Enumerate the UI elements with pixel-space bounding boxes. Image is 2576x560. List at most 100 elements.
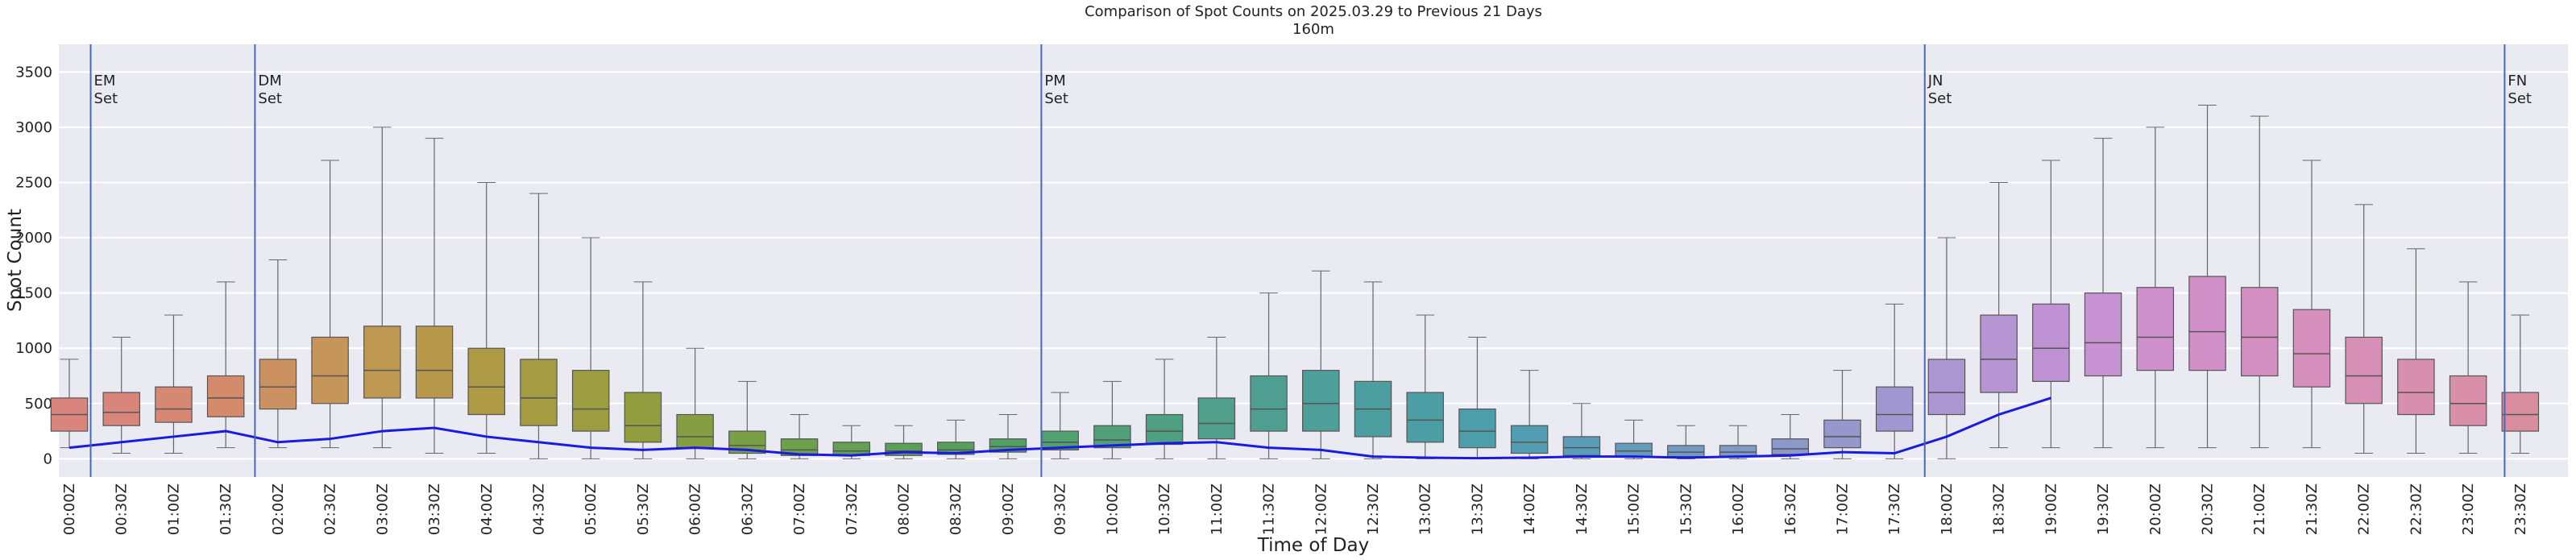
box: [1875, 386, 1914, 432]
box: [2084, 292, 2122, 377]
box: [1406, 392, 1444, 443]
x-tick-label: 22:00Z: [2356, 483, 2373, 535]
x-tick-label: 10:30Z: [1156, 483, 1173, 535]
annotation-label: DM: [258, 73, 281, 89]
box: [2501, 392, 2540, 432]
x-tick-label: 12:00Z: [1313, 483, 1329, 535]
x-tick-label: 07:00Z: [791, 483, 808, 535]
x-tick-label: 13:00Z: [1417, 483, 1434, 535]
box: [102, 392, 140, 426]
annotation-label: JN: [1927, 73, 1943, 89]
box: [1615, 442, 1653, 458]
y-tick-label: 3000: [15, 119, 52, 136]
x-tick-label: 04:00Z: [479, 483, 496, 535]
box: [676, 413, 714, 449]
y-axis-label: Spot Count: [5, 209, 26, 312]
annotation-label: FN: [2508, 73, 2527, 89]
x-tick-label: 20:00Z: [2147, 483, 2164, 535]
box: [571, 370, 610, 432]
box: [1667, 445, 1705, 458]
box: [2032, 303, 2070, 382]
box: [1458, 409, 1496, 449]
x-tick-label: 04:30Z: [530, 483, 547, 535]
y-tick-label: 1000: [15, 340, 52, 357]
annotation-label: Set: [258, 90, 282, 107]
x-tick-label: 08:00Z: [896, 483, 913, 535]
x-tick-label: 14:30Z: [1574, 483, 1591, 535]
x-tick-label: 08:30Z: [948, 483, 964, 535]
x-tick-label: 19:00Z: [2043, 483, 2060, 535]
annotation-label: EM: [94, 73, 116, 89]
box: [624, 392, 662, 443]
x-tick-label: 16:30Z: [1782, 483, 1799, 535]
x-tick-label: 07:30Z: [844, 483, 861, 535]
box: [1093, 425, 1131, 449]
box: [1302, 370, 1340, 432]
x-tick-label: 23:00Z: [2460, 483, 2477, 535]
x-tick-label: 00:30Z: [114, 483, 131, 535]
x-tick-label: 20:30Z: [2200, 483, 2217, 535]
box: [2240, 287, 2279, 377]
x-tick-label: 06:30Z: [739, 483, 756, 535]
x-tick-label: 03:30Z: [426, 483, 443, 535]
box: [2136, 287, 2175, 371]
x-tick-label: 05:30Z: [635, 483, 652, 535]
y-tick-label: 2000: [15, 230, 52, 247]
annotation-label: Set: [2508, 90, 2532, 107]
box: [1562, 436, 1601, 456]
x-tick-label: 21:00Z: [2251, 483, 2268, 535]
x-tick-label: 17:00Z: [1834, 483, 1851, 535]
x-tick-label: 09:30Z: [1052, 483, 1069, 535]
x-tick-label: 02:00Z: [270, 483, 287, 535]
y-tick-label: 2500: [15, 174, 52, 191]
box: [1250, 375, 1288, 432]
x-tick-label: 05:00Z: [583, 483, 599, 535]
box: [2397, 359, 2435, 416]
x-tick-label: 02:30Z: [322, 483, 339, 535]
box: [467, 347, 506, 416]
x-tick-label: 11:00Z: [1209, 483, 1226, 535]
box: [259, 359, 297, 410]
x-tick-label: 16:00Z: [1730, 483, 1747, 535]
box: [206, 375, 245, 417]
y-tick-label: 0: [44, 450, 52, 467]
box: [1510, 425, 1549, 454]
annotation-label: Set: [1044, 90, 1068, 107]
x-tick-label: 01:00Z: [165, 483, 182, 535]
x-tick-label: 01:30Z: [218, 483, 234, 535]
x-tick-label: 23:30Z: [2512, 483, 2529, 535]
annotation-label: Set: [94, 90, 118, 107]
x-tick-label: 21:30Z: [2304, 483, 2321, 535]
box: [311, 336, 349, 404]
x-tick-label: 14:00Z: [1521, 483, 1538, 535]
x-tick-label: 11:30Z: [1261, 483, 1278, 535]
annotation-label: PM: [1044, 73, 1065, 89]
box: [155, 386, 193, 423]
y-tick-label: 3500: [15, 64, 52, 81]
box: [520, 359, 558, 426]
box: [2449, 375, 2487, 426]
y-tick-label: 1500: [15, 285, 52, 302]
box: [2188, 276, 2226, 371]
box: [415, 326, 454, 399]
x-tick-label: 12:30Z: [1365, 483, 1382, 535]
box: [363, 326, 401, 399]
box: [1771, 438, 1810, 455]
box: [1197, 397, 1236, 440]
x-tick-label: 09:00Z: [1000, 483, 1017, 535]
x-tick-label: 13:30Z: [1469, 483, 1486, 535]
box: [1980, 314, 2018, 393]
x-tick-label: 06:00Z: [687, 483, 704, 535]
today-line: [68, 396, 2051, 460]
box: [1719, 445, 1757, 458]
y-tick-label: 500: [25, 396, 52, 413]
x-tick-label: 17:30Z: [1886, 483, 1903, 535]
box: [2345, 336, 2383, 404]
box: [1823, 419, 1861, 449]
x-tick-label: 22:30Z: [2408, 483, 2425, 535]
annotation-label: Set: [1928, 90, 1952, 107]
box: [2292, 309, 2331, 388]
x-tick-label: 10:00Z: [1104, 483, 1121, 535]
chart-subtitle: 160m: [1292, 21, 1334, 38]
